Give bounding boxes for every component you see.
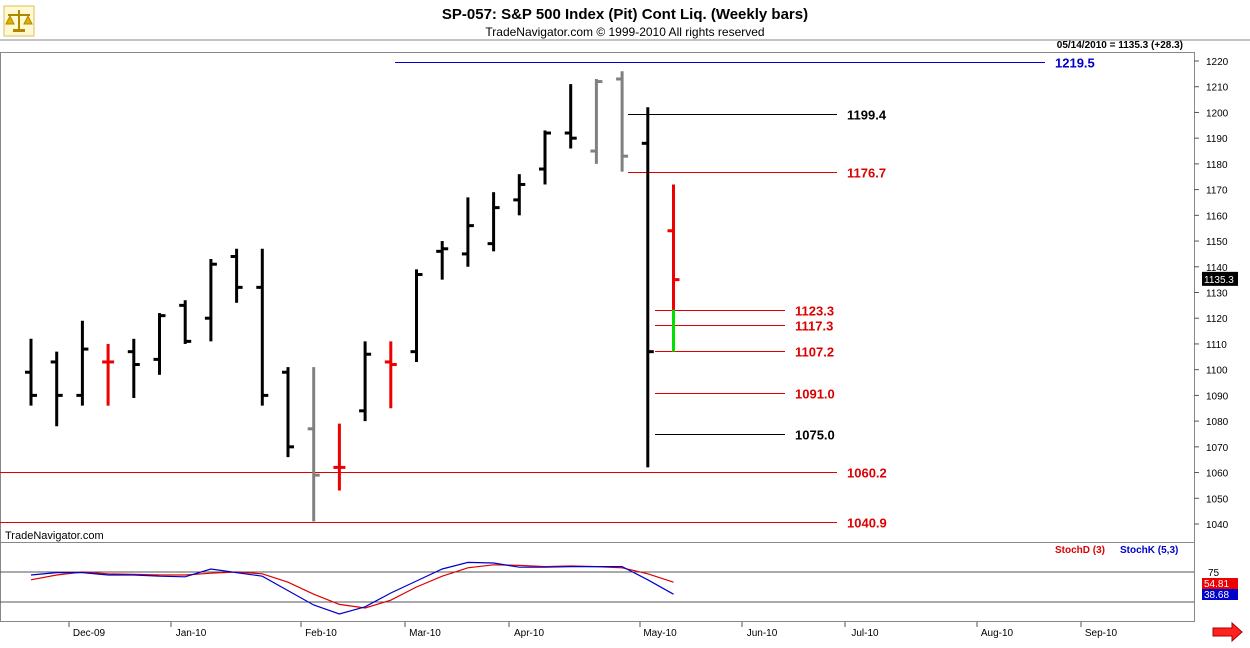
- time-tick-label: Jul-10: [851, 628, 879, 639]
- time-tick-label: Jun-10: [747, 628, 778, 639]
- stoch-k-legend: StochK (5,3): [1120, 545, 1178, 556]
- level-label: 1199.4: [847, 108, 887, 123]
- price-tick-label: 1070: [1206, 443, 1229, 454]
- price-tick-label: 1100: [1206, 366, 1228, 377]
- level-label: 1219.5: [1055, 56, 1095, 71]
- ohlc-bar: [461, 197, 474, 267]
- ohlc-bar: [487, 192, 500, 252]
- time-tick-label: Apr-10: [514, 628, 544, 639]
- ohlc-bar: [102, 343, 115, 406]
- scroll-right-arrow-icon[interactable]: [1212, 621, 1243, 643]
- copyright-text: TradeNavigator.com © 1999-2010 All right…: [485, 25, 764, 39]
- price-tick-label: 1140: [1206, 263, 1228, 274]
- ohlc-bar: [282, 367, 294, 458]
- level-label: 1117.3: [795, 319, 833, 334]
- ohlc-bar: [25, 338, 37, 406]
- ohlc-bar: [153, 313, 166, 375]
- ohlc-bar: [256, 248, 269, 406]
- ohlc-bar: [307, 367, 320, 522]
- time-tick-label: Aug-10: [981, 628, 1014, 639]
- ohlc-bar: [384, 341, 397, 409]
- time-tick-label: Sep-10: [1085, 628, 1118, 639]
- level-label: 1091.0: [795, 387, 835, 402]
- price-tick-label: 1160: [1206, 211, 1228, 222]
- ohlc-bar: [333, 423, 346, 491]
- price-tick-label: 1150: [1206, 237, 1228, 248]
- ohlc-bar: [616, 71, 629, 172]
- level-label: 1040.9: [847, 516, 887, 531]
- time-tick-label: Feb-10: [305, 628, 337, 639]
- ohlc-bar: [564, 84, 577, 149]
- price-tick-label: 1200: [1206, 108, 1229, 119]
- level-label: 1176.7: [847, 166, 886, 181]
- ohlc-bar: [539, 130, 551, 185]
- price-tick-label: 1220: [1206, 57, 1229, 68]
- level-label: 1123.3: [795, 304, 834, 319]
- quote-readout: 05/14/2010 = 1135.3 (+28.3): [1057, 40, 1183, 51]
- ohlc-bar: [436, 241, 449, 280]
- price-tick-label: 1180: [1206, 160, 1228, 171]
- ohlc-bar: [76, 320, 89, 406]
- time-tick-label: Jan-10: [176, 628, 207, 639]
- price-tick-label: 1050: [1206, 494, 1229, 505]
- ohlc-bar: [127, 338, 140, 398]
- stoch-tick-label: 75: [1208, 568, 1220, 579]
- level-label: 1107.2: [795, 345, 834, 360]
- last-price-label: 1135.3: [1204, 275, 1234, 286]
- price-tick-label: 1170: [1206, 186, 1228, 197]
- stoch-d-legend: StochD (3): [1055, 545, 1105, 556]
- price-tick-label: 1060: [1206, 469, 1229, 480]
- price-tick-label: 1120: [1206, 314, 1228, 325]
- time-tick-label: Mar-10: [409, 628, 441, 639]
- price-tick-label: 1040: [1206, 520, 1229, 531]
- ohlc-bar: [230, 248, 243, 303]
- time-tick-label: Dec-09: [73, 628, 106, 639]
- ohlc-bar: [204, 259, 217, 342]
- stoch-k-value: 38.68: [1204, 590, 1229, 601]
- ohlc-bar: [179, 300, 192, 344]
- ohlc-bar: [410, 269, 423, 362]
- price-tick-label: 1080: [1206, 417, 1229, 428]
- price-tick-label: 1210: [1206, 83, 1229, 94]
- stochastic-panel: [0, 542, 1195, 622]
- time-tick-label: May-10: [643, 628, 677, 639]
- stoch-series-line: [30, 561, 674, 615]
- ohlc-bar: [590, 79, 603, 164]
- stoch-k-value-tag: [1202, 589, 1238, 600]
- ohlc-bar: [359, 341, 372, 422]
- ohlc-bar: [50, 351, 63, 427]
- scales-logo-icon: [3, 5, 35, 37]
- watermark-text: TradeNavigator.com: [5, 530, 104, 542]
- price-tick-label: 1110: [1206, 340, 1227, 351]
- level-label: 1060.2: [847, 466, 887, 481]
- level-label: 1075.0: [795, 428, 835, 443]
- chart-title: SP-057: S&P 500 Index (Pit) Cont Liq. (W…: [442, 6, 808, 23]
- price-tick-label: 1130: [1206, 289, 1228, 300]
- ohlc-bar: [641, 107, 654, 468]
- ohlc-bar: [513, 174, 526, 216]
- price-tick-label: 1190: [1206, 134, 1228, 145]
- stoch-d-value: 54.81: [1204, 579, 1229, 590]
- ohlc-bar: [667, 184, 680, 352]
- price-panel: [0, 39, 1250, 622]
- price-tick-label: 1090: [1206, 391, 1229, 402]
- last-price-tag: [1202, 271, 1238, 286]
- stoch-d-value-tag: [1202, 578, 1238, 589]
